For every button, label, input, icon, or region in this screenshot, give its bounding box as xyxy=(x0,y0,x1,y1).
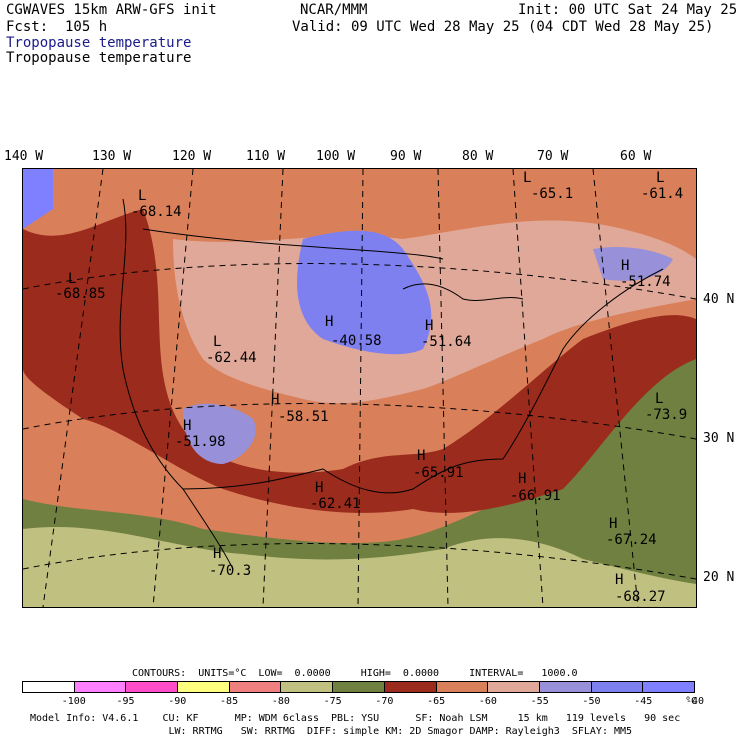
colorbar-tick-label: -65 xyxy=(427,696,446,707)
colorbar-tick-label: -85 xyxy=(220,696,239,707)
lon-label: 90 W xyxy=(390,149,422,164)
low-value: -65.1 xyxy=(531,186,574,202)
lat-label: 30 N xyxy=(703,431,735,446)
high-marker: H xyxy=(425,318,434,334)
org-label: NCAR/MMM xyxy=(300,2,368,18)
lon-label: 100 W xyxy=(316,149,356,164)
field-fill xyxy=(23,169,53,229)
colorbar-tick-label: -80 xyxy=(271,696,290,707)
high-marker: H xyxy=(621,258,630,274)
low-value: -68.85 xyxy=(55,286,106,302)
colorbar-cell xyxy=(281,682,334,692)
high-marker: H xyxy=(417,448,426,464)
lon-label: 60 W xyxy=(620,149,652,164)
colorbar-cell xyxy=(178,682,230,692)
colorbar-cell xyxy=(229,682,282,692)
colorbar-tick-label: -60 xyxy=(478,696,497,707)
model-info: Model Info: V4.6.1 CU: KF MP: WDM 6class… xyxy=(30,713,681,724)
high-value: -66.91 xyxy=(510,488,561,504)
field-fill xyxy=(593,247,673,281)
colorbar-cell xyxy=(436,682,489,692)
colorbar-tick-label: -90 xyxy=(168,696,187,707)
low-value: -73.9 xyxy=(645,407,688,423)
colorbar-tick-label: -100 xyxy=(61,696,86,707)
high-marker: H xyxy=(518,471,527,487)
colorbar-tick-label: °C xyxy=(684,696,698,707)
low-marker: L xyxy=(68,271,77,287)
colorbar-labels: -100 -95 -90 -85 -80 -75 -70 -65 -60 -55 -50 -45 -40… xyxy=(22,696,704,708)
colorbar-cell xyxy=(333,682,385,692)
lon-label: 70 W xyxy=(537,149,569,164)
colorbar-tick-label: -95 xyxy=(116,696,135,707)
low-marker: L xyxy=(655,391,664,407)
lon-label: 140 W xyxy=(4,149,44,164)
high-value: -65.91 xyxy=(413,465,464,481)
high-value: -67.24 xyxy=(606,532,657,548)
colorbar-tick-label: -45 xyxy=(634,696,653,707)
high-value: -40.58 xyxy=(331,333,382,349)
colorbar-tick-label: -75 xyxy=(323,696,342,707)
high-marker: H xyxy=(183,418,192,434)
field-fill xyxy=(183,403,256,464)
lon-label: 80 W xyxy=(462,149,494,164)
valid-time: Valid: 09 UTC Wed 28 May 25 (04 CDT Wed … xyxy=(292,19,714,35)
high-value: -58.51 xyxy=(278,409,329,425)
colorbar-cell xyxy=(643,682,694,692)
high-marker: H xyxy=(615,572,624,588)
colorbar-cell xyxy=(74,682,127,692)
colorbar-cell xyxy=(488,682,540,692)
colorbar-cell xyxy=(591,682,644,692)
colorbar-cell xyxy=(23,682,75,692)
colorbar-cell xyxy=(384,682,437,692)
low-value: -62.44 xyxy=(206,350,257,366)
low-marker: L xyxy=(138,188,147,204)
high-value: -51.64 xyxy=(421,334,472,350)
physics-info: LW: RRTMG SW: RRTMG DIFF: simple KM: 2D … xyxy=(30,726,633,737)
model-title: CGWAVES 15km ARW-GFS init xyxy=(6,2,217,18)
lon-label: 120 W xyxy=(172,149,212,164)
lon-label: 110 W xyxy=(246,149,286,164)
high-marker: H xyxy=(271,392,280,408)
high-value: -51.98 xyxy=(175,434,226,450)
lat-label: 20 N xyxy=(703,570,735,585)
colorbar xyxy=(22,681,695,693)
low-value: -61.4 xyxy=(641,186,684,202)
high-marker: H xyxy=(325,314,334,330)
colorbar-tick-label: -55 xyxy=(530,696,549,707)
low-marker: L xyxy=(656,170,665,186)
high-value: -68.27 xyxy=(615,589,666,605)
field-subtitle: Tropopause temperature xyxy=(6,50,192,66)
init-time: Init: 00 UTC Sat 24 May 25 xyxy=(518,2,738,18)
lon-label: 130 W xyxy=(92,149,132,164)
high-value: -62.41 xyxy=(310,496,361,512)
low-value: -68.14 xyxy=(131,204,182,220)
field-fill xyxy=(23,209,696,513)
field-title: Tropopause temperature xyxy=(6,35,192,51)
low-marker: L xyxy=(523,170,532,186)
colorbar-cell xyxy=(126,682,179,692)
high-value: -70.3 xyxy=(209,563,252,579)
colorbar-tick-label: -70 xyxy=(375,696,394,707)
high-marker: H xyxy=(609,516,618,532)
forecast-hour: Fcst: 105 h xyxy=(6,19,108,35)
map-field xyxy=(23,169,696,607)
colorbar-tick-label: -50 xyxy=(582,696,601,707)
map-panel: L -65.1 L -61.4 L -68.14 L -68.85 H -51.… xyxy=(22,168,697,608)
contours-info: CONTOURS: UNITS=°C LOW= 0.0000 HIGH= 0.0… xyxy=(132,668,578,679)
high-marker: H xyxy=(213,546,222,562)
high-marker: H xyxy=(315,480,324,496)
low-marker: L xyxy=(213,334,222,350)
field-fill xyxy=(297,230,432,355)
colorbar-tick-label: -40 xyxy=(685,696,705,707)
high-value: -51.74 xyxy=(620,274,671,290)
lat-label: 40 N xyxy=(703,292,735,307)
colorbar-cell xyxy=(539,682,592,692)
